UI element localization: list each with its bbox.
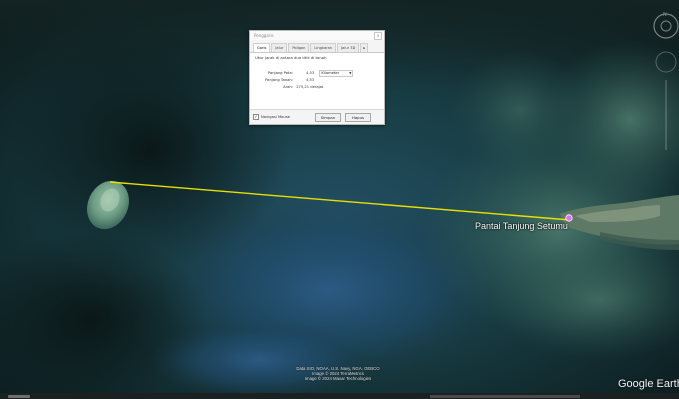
ground-length-value: 4,53 (305, 78, 315, 82)
ruler-dialog: Penggaris x Garis Jalur Poligon Lingkara… (249, 30, 385, 125)
ground-length-label: Panjang Tanah: (265, 78, 293, 82)
clear-button[interactable]: Hapus (345, 113, 371, 122)
dialog-body: Ukur jarak di antara dua titik di tanah … (250, 53, 384, 109)
credit-line: Data SIO, NOAA, U.S. Navy, NGA, GEBCO (296, 366, 380, 371)
heading-value: 275,21 derajat (296, 85, 324, 89)
ruler-tabs: Garis Jalur Poligon Lingkaran Jalur 3D ▸ (250, 43, 384, 53)
ruler-line (109, 181, 571, 221)
navigation-compass-icon[interactable]: N (653, 12, 679, 39)
unit-select[interactable]: Kilometer ▼ (319, 70, 354, 77)
look-joystick-icon[interactable] (655, 51, 677, 73)
imagery-credits: Data SIO, NOAA, U.S. Navy, NGA, GEBCO Im… (283, 366, 393, 381)
map-length-label: Panjang Peta: (267, 71, 293, 75)
navigate-mouse-checkbox[interactable]: ✓ (253, 113, 259, 120)
coordinate-readout (430, 395, 580, 398)
map-length-row: Panjang Peta: 4,53 Kilometer ▼ (258, 70, 354, 77)
tab-scroll-right-icon[interactable]: ▸ (360, 43, 369, 52)
tab-lingkaran[interactable]: Lingkaran (310, 43, 337, 52)
tab-garis[interactable]: Garis (253, 43, 271, 52)
status-bar-icon (8, 395, 30, 398)
svg-text:N: N (663, 12, 667, 18)
place-label[interactable]: Pantai Tanjung Setumu (475, 221, 568, 231)
heading-row: Arah: 275,21 derajat (258, 85, 323, 89)
close-icon[interactable]: x (374, 32, 382, 40)
unit-select-value: Kilometer (321, 71, 340, 75)
ruler-description: Ukur jarak di antara dua titik di tanah (255, 55, 327, 60)
heading-label: Arah: (283, 85, 293, 89)
credit-line: Image © 2024 Maxar Technologies (304, 376, 372, 381)
dialog-title-bar[interactable]: Penggaris x (250, 31, 384, 40)
navigate-mouse-label[interactable]: Navigasi Mouse (261, 114, 290, 119)
tab-poligon[interactable]: Poligon (288, 43, 310, 52)
credit-line: Image © 2024 TerraMetrics (312, 371, 364, 376)
google-earth-watermark: Google Earth (618, 378, 679, 390)
ground-length-row: Panjang Tanah: 4,53 (258, 78, 314, 82)
map-length-value: 4,53 (305, 71, 315, 75)
dialog-title: Penggaris (254, 33, 274, 38)
tab-jalur[interactable]: Jalur (271, 43, 288, 52)
save-button[interactable]: Simpan (315, 113, 341, 122)
dialog-footer: ✓ Navigasi Mouse Simpan Hapus (250, 109, 384, 123)
place-pin-icon[interactable] (565, 214, 573, 222)
chevron-down-icon: ▼ (349, 71, 352, 75)
tab-jalur-3d[interactable]: Jalur 3D (337, 43, 360, 52)
